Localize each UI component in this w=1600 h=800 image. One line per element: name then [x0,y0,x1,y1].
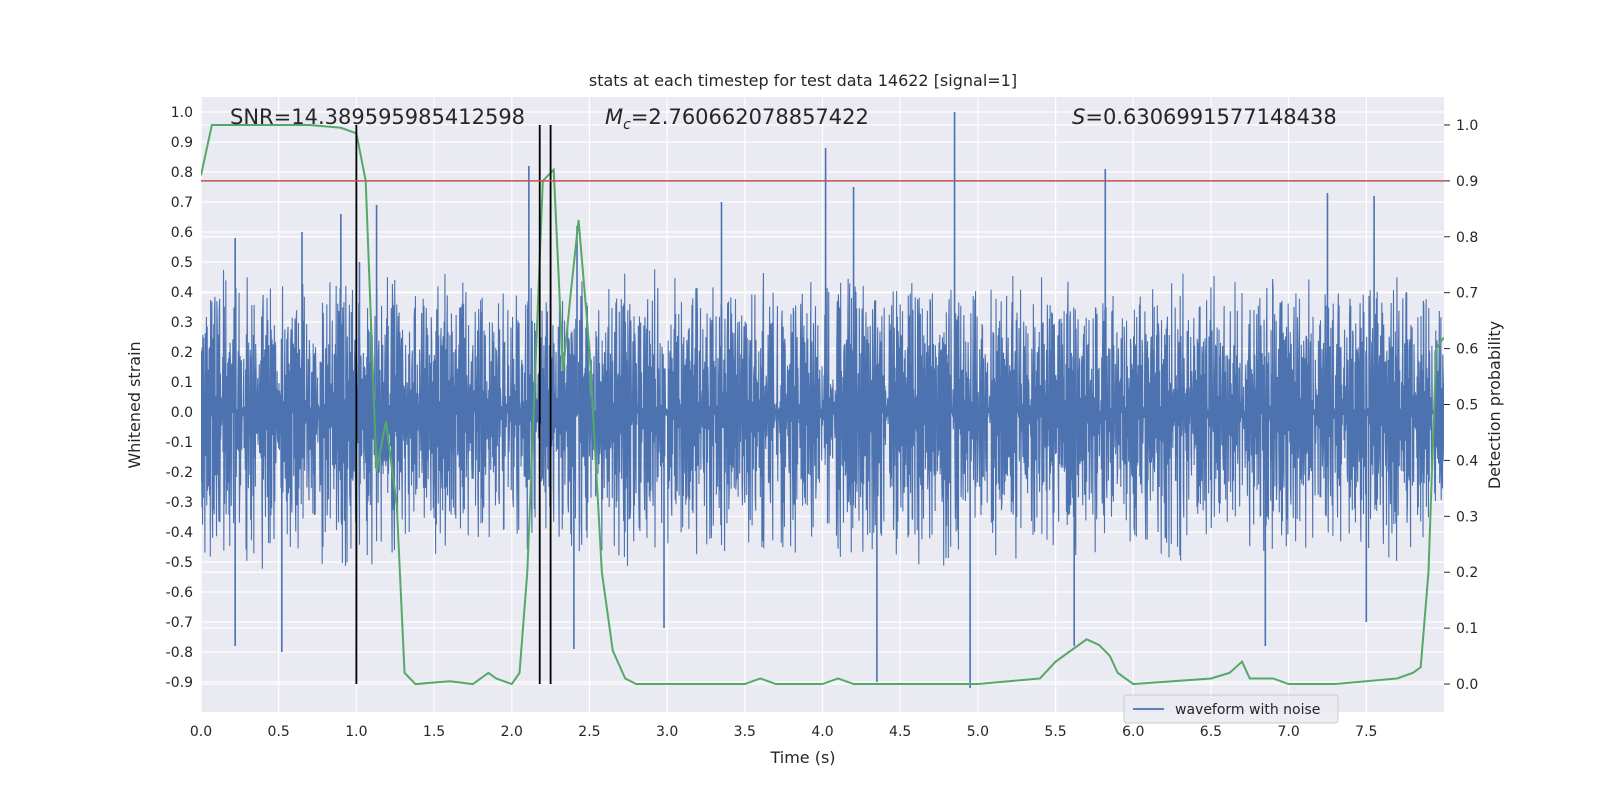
left-y-tick-label: -0.5 [166,555,193,571]
x-tick-label: 5.0 [967,724,989,740]
left-y-tick-label: 0.6 [171,225,193,241]
right-y-tick-label: 0.6 [1456,342,1478,358]
x-tick-label: 6.0 [1122,724,1144,740]
left-y-tick-label: -0.7 [166,615,193,631]
left-y-tick-label: -0.9 [166,675,193,691]
right-y-tick-label: 0.9 [1456,174,1478,190]
left-y-tick-label: 1.0 [171,105,193,121]
waveform-line [201,269,1444,569]
x-tick-label: 2.0 [501,724,523,740]
vertical-markers [355,124,552,685]
x-tick-label: 1.0 [345,724,367,740]
chirp-mass-symbol: M [605,105,623,129]
left-y-tick-label: -0.4 [166,525,193,541]
legend-box [1123,694,1339,724]
snr-annotation: SNR=14.389595985412598 [230,105,525,129]
detection-probability-series [201,123,1444,686]
x-axis-label: Time (s) [769,748,835,767]
right-y-axis-ticks: 1.0 0.9 0.8 0.7 0.6 0.5 0.4 0.3 0.2 0.1 0.0 [1444,118,1478,693]
left-y-tick-label: 0.0 [171,405,193,421]
left-y-tick-label: -0.1 [166,435,193,451]
x-tick-label: 7.5 [1355,724,1377,740]
right-y-tick-label: 0.1 [1456,621,1478,637]
x-tick-label: 2.5 [578,724,600,740]
right-y-tick-label: 0.8 [1456,230,1478,246]
left-y-tick-label: 0.3 [171,315,193,331]
right-y-tick-label: 0.2 [1456,565,1478,581]
legend-label: waveform with noise [1175,702,1320,718]
left-y-tick-label: -0.6 [166,585,193,601]
right-y-tick-label: 0.4 [1456,453,1478,469]
left-y-tick-label: 0.7 [171,195,193,211]
right-y-tick-label: 0.0 [1456,677,1478,693]
right-y-tick-label: 0.3 [1456,509,1478,525]
left-y-tick-label: -0.2 [166,465,193,481]
x-tick-label: 1.5 [423,724,445,740]
chirp-mass-value: =2.760662078857422 [631,105,869,129]
x-tick-label: 3.5 [734,724,756,740]
right-y-tick-label: 1.0 [1456,118,1478,134]
x-tick-label: 5.5 [1044,724,1066,740]
left-y-tick-label: 0.2 [171,345,193,361]
legend: waveform with noise [1123,694,1339,724]
s-annotation: S=0.6306991577148438 [1072,105,1337,129]
left-y-axis-label: Whitened strain [125,341,144,468]
right-y-axis-label: Detection probability [1485,321,1504,489]
s-symbol: S [1072,105,1085,129]
x-tick-label: 7.0 [1277,724,1299,740]
left-y-tick-label: 0.5 [171,255,193,271]
left-y-tick-label: -0.8 [166,645,193,661]
left-y-tick-label: 0.8 [171,165,193,181]
left-y-tick-label: 0.1 [171,375,193,391]
left-y-tick-label: 0.9 [171,135,193,151]
detection-probability-line [201,123,1444,686]
chirp-mass-annotation: Mc=2.760662078857422 [605,105,869,133]
x-tick-label: 4.0 [811,724,833,740]
x-tick-label: 0.5 [268,724,290,740]
x-tick-label: 0.0 [190,724,212,740]
x-axis-ticks: 0.0 0.5 1.0 1.5 2.0 2.5 3.0 3.5 4.0 4.5 5.0 5.5 6.0 6… [190,724,1378,740]
left-y-tick-label: 0.4 [171,285,193,301]
x-tick-label: 3.0 [656,724,678,740]
left-y-tick-label: -0.3 [166,495,193,511]
x-tick-label: 6.5 [1200,724,1222,740]
s-value: =0.6306991577148438 [1085,105,1336,129]
chirp-mass-subscript: c [623,117,631,133]
x-tick-label: 4.5 [889,724,911,740]
right-y-tick-label: 0.7 [1456,286,1478,302]
chart-title: stats at each timestep for test data 146… [589,71,1017,90]
left-y-axis-ticks: 1.0 0.9 0.8 0.7 0.6 0.5 0.4 0.3 0.2 0.1 0.0 -0.1 -0.… [166,105,193,691]
right-y-tick-label: 0.5 [1456,398,1478,414]
